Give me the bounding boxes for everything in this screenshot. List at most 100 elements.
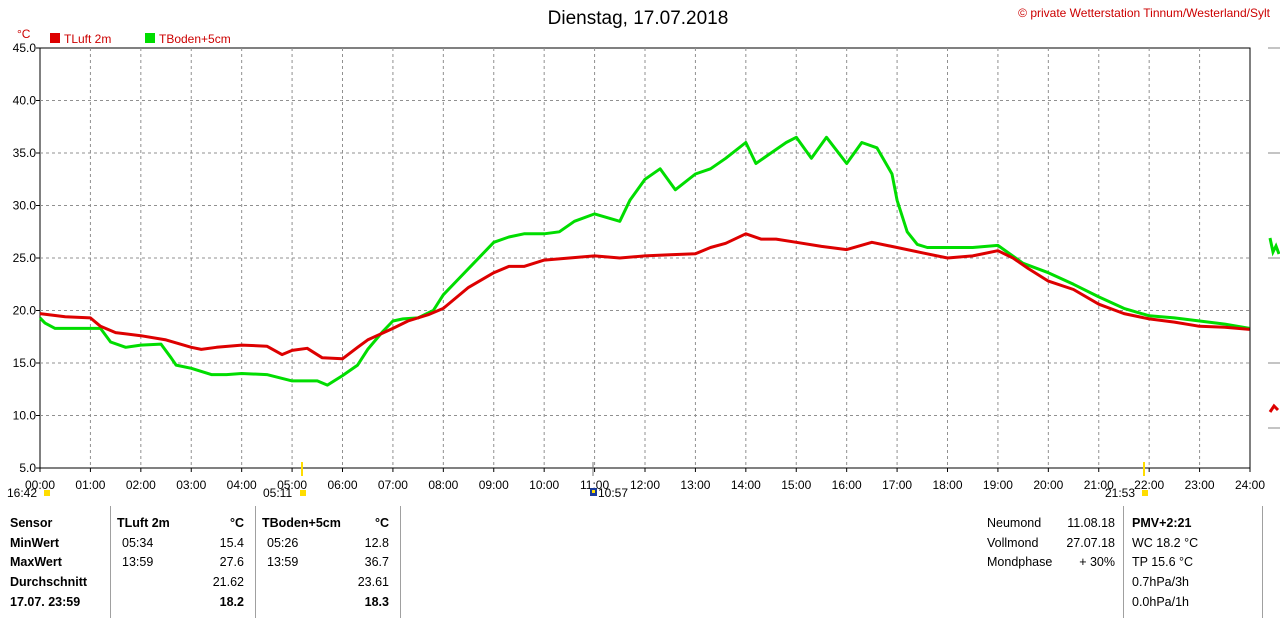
- x-tick-label: 09:00: [479, 478, 509, 492]
- x-tick-label: 04:00: [227, 478, 257, 492]
- copyright-text: © private Wetterstation Tinnum/Westerlan…: [1018, 6, 1271, 20]
- time-markers: 16:42 05:11 10:57 21:53: [7, 462, 1148, 500]
- tluft-current-value: 18.2: [219, 595, 244, 609]
- pressure-3h: 0.7hPa/3h: [1132, 575, 1189, 589]
- y-tick-label: 15.0: [13, 356, 37, 370]
- x-tick-label: 13:00: [680, 478, 710, 492]
- tboden-current-value: 18.3: [364, 595, 389, 609]
- x-tick-label: 16:00: [832, 478, 862, 492]
- wc-value: WC 18.2 °C: [1132, 536, 1199, 550]
- series-line-tluft-2m: [39, 232, 1250, 361]
- x-tick-label: 12:00: [630, 478, 660, 492]
- tboden-avg-value: 23.61: [357, 575, 389, 589]
- x-tick-label: 03:00: [176, 478, 206, 492]
- tboden-column: TBoden+5cm °C 05:26 12.8 13:59 36.7 23.6…: [262, 506, 392, 619]
- x-tick-label: 05:00: [277, 478, 307, 492]
- x-tick-label: 01:00: [75, 478, 105, 492]
- minwert-label: MinWert: [10, 536, 60, 550]
- x-tick-label: 15:00: [781, 478, 811, 492]
- tluft-min-value: 15.4: [219, 536, 244, 550]
- y-unit-label: °C: [17, 27, 31, 41]
- mondphase-label: Mondphase: [987, 555, 1053, 569]
- mondphase-value: + 30%: [1079, 555, 1115, 569]
- marker-label: 05:11: [263, 486, 292, 500]
- sensor-header: Sensor: [10, 516, 53, 530]
- x-tick-label: 10:00: [529, 478, 559, 492]
- legend-swatch-tluft: [50, 33, 60, 43]
- series-lines: [38, 135, 1250, 387]
- panel-divider: [255, 506, 256, 618]
- vollmond-label: Vollmond: [987, 536, 1039, 550]
- tluft-avg-value: 21.62: [212, 575, 244, 589]
- x-tick-label: 22:00: [1134, 478, 1164, 492]
- tluft-min-time: 05:34: [122, 536, 154, 550]
- panel-divider: [1262, 506, 1263, 618]
- vollmond-date: 27.07.18: [1066, 536, 1115, 550]
- y-tick-label: 35.0: [13, 146, 37, 160]
- moon-icon-highlight: [592, 490, 595, 493]
- marker-label: 21:53: [1105, 486, 1135, 500]
- y-tick-label: 25.0: [13, 251, 37, 265]
- panel-divider: [110, 506, 111, 618]
- neumond-label: Neumond: [987, 516, 1042, 530]
- tboden-max-value: 36.7: [364, 555, 389, 569]
- x-tick-label: 07:00: [378, 478, 408, 492]
- tp-value: TP 15.6 °C: [1132, 555, 1194, 569]
- grid: [40, 48, 1250, 468]
- sunrise-icon: [300, 490, 306, 496]
- x-tick-label: 00:00: [25, 478, 55, 492]
- panel-divider: [1123, 506, 1124, 618]
- durchschnitt-label: Durchschnitt: [10, 575, 88, 589]
- y-tick-label: 30.0: [13, 199, 37, 213]
- moon-column: Neumond 11.08.18 Vollmond 27.07.18 Mondp…: [987, 506, 1117, 619]
- panel-divider: [400, 506, 401, 618]
- y-tick-label: 20.0: [13, 304, 37, 318]
- yellow-icon: [44, 490, 50, 496]
- next-day-tluft-fragment: [1268, 403, 1280, 413]
- x-tick-label: 24:00: [1235, 478, 1265, 492]
- marker-label: 16:42: [7, 486, 37, 500]
- x-tick-label: 14:00: [731, 478, 761, 492]
- tluft-unit: °C: [229, 516, 244, 530]
- series-line-tboden-5cm: [38, 135, 1250, 387]
- tboden-min-time: 05:26: [267, 536, 299, 550]
- legend-swatch-tboden: [145, 33, 155, 43]
- next-day-tboden-fragment: [1268, 237, 1280, 257]
- pressure-1h: 0.0hPa/1h: [1132, 595, 1189, 609]
- neumond-date: 11.08.18: [1067, 516, 1115, 530]
- x-tick-label: 11:00: [580, 478, 609, 492]
- sensor-column: Sensor MinWert MaxWert Durchschnitt 17.0…: [10, 506, 110, 619]
- y-tick-label: 5.0: [19, 461, 36, 475]
- x-tick-label: 02:00: [126, 478, 156, 492]
- y-axis: 5.0 10.0 15.0 20.0 25.0 30.0 35.0 40.0 45.0: [13, 41, 40, 475]
- tboden-max-time: 13:59: [267, 555, 299, 569]
- y-tick-label: 10.0: [13, 409, 37, 423]
- x-tick-label: 08:00: [428, 478, 458, 492]
- x-tick-label: 21:00: [1084, 478, 1114, 492]
- tluft-max-time: 13:59: [122, 555, 154, 569]
- x-tick-label: 06:00: [327, 478, 357, 492]
- pmv-title: PMV+2:21: [1132, 516, 1192, 530]
- x-axis: 00:00 01:00 02:00 03:00 04:00 05:00 06:00 07:00…: [25, 468, 1265, 492]
- current-timestamp: 17.07. 23:59: [10, 595, 81, 609]
- sunset-icon: [1142, 490, 1148, 496]
- tluft-column: TLuft 2m °C 05:34 15.4 13:59 27.6 21.62 …: [117, 506, 247, 619]
- tluft-max-value: 27.6: [219, 555, 244, 569]
- y-tick-label: 45.0: [13, 41, 37, 55]
- x-tick-label: 20:00: [1033, 478, 1063, 492]
- x-tick-label: 17:00: [882, 478, 912, 492]
- tluft-header: TLuft 2m: [117, 516, 170, 530]
- maxwert-label: MaxWert: [10, 555, 62, 569]
- tboden-min-value: 12.8: [364, 536, 389, 550]
- chart-title: Dienstag, 17.07.2018: [548, 8, 729, 29]
- tboden-header: TBoden+5cm: [262, 516, 341, 530]
- temperature-chart: 5.0 10.0 15.0 20.0 25.0 30.0 35.0 40.0 45.0 00:0…: [7, 6, 1280, 500]
- pmv-column: PMV+2:21 WC 18.2 °C TP 15.6 °C 0.7hPa/3h…: [1132, 506, 1260, 619]
- x-tick-label: 18:00: [932, 478, 962, 492]
- x-tick-label: 19:00: [983, 478, 1013, 492]
- legend-label-tboden: TBoden+5cm: [159, 32, 231, 46]
- y-tick-label: 40.0: [13, 94, 37, 108]
- tboden-unit: °C: [374, 516, 389, 530]
- x-tick-label: 23:00: [1185, 478, 1215, 492]
- marker-label: 10:57: [598, 486, 628, 500]
